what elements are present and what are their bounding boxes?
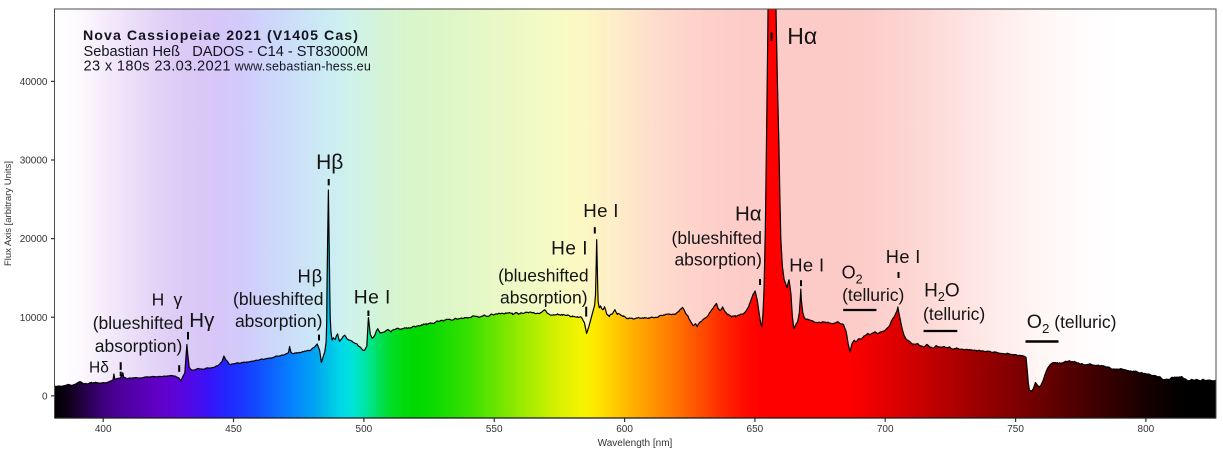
svg-text:20000: 20000 (20, 234, 48, 245)
svg-text:600: 600 (616, 424, 633, 435)
svg-text:750: 750 (1007, 424, 1024, 435)
svg-text:700: 700 (877, 424, 894, 435)
svg-text:absorption): absorption) (95, 336, 183, 356)
svg-text:Flux Axis [arbitrary Units]: Flux Axis [arbitrary Units] (3, 161, 14, 266)
svg-text:H2O: H2O (924, 281, 960, 304)
svg-text:O2 (telluric): O2 (telluric) (1027, 311, 1117, 336)
svg-text:Hδ: Hδ (89, 360, 109, 377)
svg-text:Wavelength [nm]: Wavelength [nm] (598, 438, 673, 449)
svg-text:absorption): absorption) (674, 250, 762, 270)
svg-text:H γ: H γ (152, 289, 185, 309)
svg-text:Hα: Hα (735, 202, 762, 225)
svg-text:Hβ: Hβ (316, 151, 343, 174)
svg-text:30000: 30000 (20, 156, 48, 167)
svg-text:(telluric): (telluric) (842, 285, 904, 305)
svg-text:He I: He I (583, 200, 618, 221)
svg-text:He I: He I (886, 247, 921, 267)
svg-text:Hβ: Hβ (298, 265, 323, 286)
svg-text:(blueshifted: (blueshifted (498, 266, 588, 286)
svg-text:He I: He I (354, 287, 391, 308)
svg-text:0: 0 (42, 391, 48, 402)
svg-text:absorption): absorption) (500, 288, 588, 308)
svg-text:500: 500 (356, 424, 373, 435)
svg-text:10000: 10000 (20, 313, 48, 324)
svg-text:400: 400 (95, 424, 112, 435)
svg-text:800: 800 (1138, 424, 1155, 435)
svg-text:He I: He I (789, 254, 824, 275)
svg-text:absorption): absorption) (235, 311, 323, 331)
svg-text:550: 550 (486, 424, 503, 435)
svg-text:Sebastian Heß DADOS - C14 -: Sebastian Heß DADOS - C14 - ST83000M (84, 44, 369, 60)
svg-text:(blueshifted: (blueshifted (93, 313, 183, 333)
svg-text:Hγ: Hγ (189, 309, 215, 332)
svg-text:450: 450 (225, 424, 242, 435)
svg-text:Nova Cassiopeiae 2021 (V1405 C: Nova Cassiopeiae 2021 (V1405 Cas) (83, 28, 359, 44)
svg-text:(telluric): (telluric) (923, 304, 985, 324)
svg-text:650: 650 (747, 424, 764, 435)
svg-text:Hα: Hα (787, 23, 817, 49)
svg-text:(blueshifted: (blueshifted (672, 228, 762, 248)
svg-text:(blueshifted: (blueshifted (233, 289, 323, 309)
svg-text:23 x 180s 23.03.2021 www.sebas: 23 x 180s 23.03.2021 www.sebastian-hess.… (84, 58, 372, 74)
svg-text:He I: He I (551, 239, 588, 260)
svg-text:40000: 40000 (20, 77, 48, 88)
